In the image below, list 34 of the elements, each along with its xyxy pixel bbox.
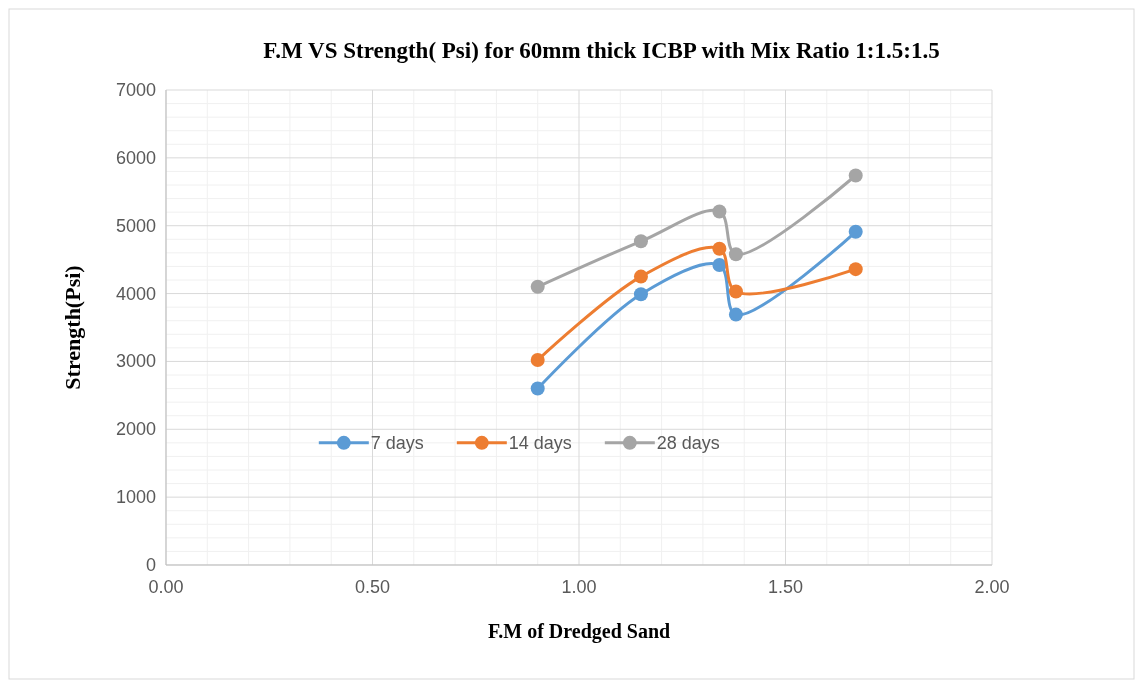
point [712, 258, 727, 273]
y-tick-label: 0 [145, 555, 156, 575]
y-tick-label: 6000 [115, 147, 156, 168]
point [848, 262, 863, 277]
x-tick-label: 1.50 [767, 577, 804, 597]
point [728, 307, 743, 322]
point [728, 247, 743, 262]
x-tick-label: 0.50 [354, 577, 391, 597]
x-axis-title: F.M of Dredged Sand [487, 620, 671, 643]
point [712, 241, 727, 256]
chart-title: F.M VS Strength( Psi) for 60mm thick ICBP with Mix Ratio 1:1.5:1.5 [263, 38, 940, 63]
x-tick-label: 1.00 [561, 577, 597, 597]
y-tick-label: 2000 [115, 419, 156, 440]
y-tick-label: 7000 [115, 80, 156, 100]
x-tick-label: 0.00 [148, 577, 184, 597]
point [633, 269, 648, 284]
point [530, 279, 545, 294]
y-tick-label: 4000 [115, 283, 156, 304]
point [530, 353, 545, 368]
y-tick-label: 5000 [115, 215, 156, 236]
point [633, 287, 648, 302]
point [848, 168, 863, 183]
point [848, 224, 863, 239]
legend-label: 7 days [370, 432, 424, 453]
y-tick-label: 1000 [115, 487, 156, 508]
point [633, 234, 648, 249]
point [530, 381, 545, 396]
y-axis-title: Strength(Psi) [60, 265, 85, 390]
x-tick-label: 2.00 [974, 577, 1010, 597]
y-tick-label: 3000 [115, 351, 156, 372]
point [728, 284, 743, 299]
legend-label: 14 days [508, 432, 572, 453]
legend-label: 28 days [656, 432, 720, 453]
point [712, 204, 727, 219]
